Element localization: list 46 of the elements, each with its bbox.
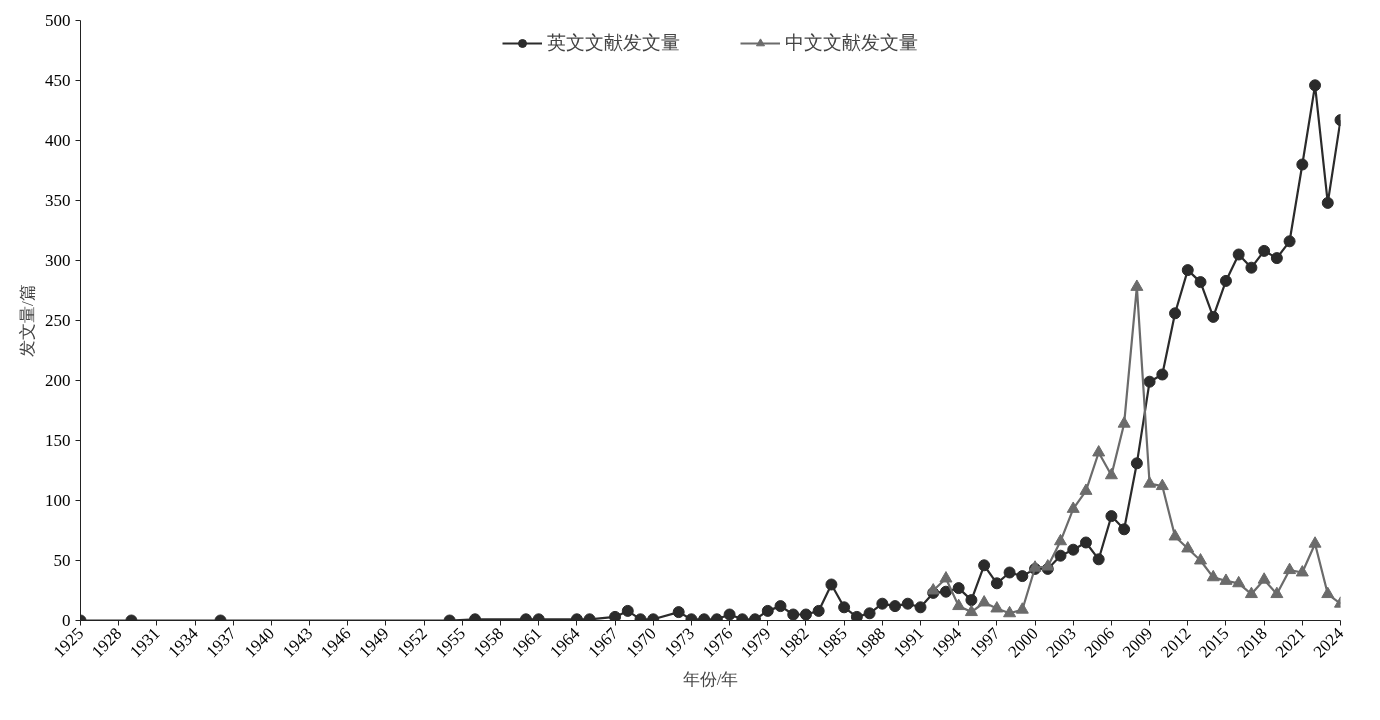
point: [1206, 569, 1220, 582]
point: [1155, 478, 1169, 491]
y-tick-label: 100: [45, 491, 71, 510]
point: [1181, 541, 1195, 553]
point: [1079, 483, 1093, 495]
point: [1041, 559, 1055, 571]
y-tick-label: 450: [45, 71, 71, 90]
point: [990, 601, 1004, 613]
point: [1168, 529, 1182, 541]
point: [1283, 562, 1297, 575]
y-tick-label: 500: [45, 11, 71, 30]
point: [1066, 501, 1080, 513]
point: [1015, 602, 1029, 614]
point: [1308, 536, 1322, 548]
y-tick-label: 200: [45, 371, 71, 390]
point: [1270, 586, 1284, 599]
point: [977, 595, 991, 607]
y-axis-title: 发文量/篇: [18, 284, 37, 357]
point: [1194, 553, 1207, 565]
y-tick-label: 50: [53, 551, 71, 570]
point: [1054, 533, 1067, 546]
point: [1143, 476, 1157, 488]
point: [964, 604, 978, 617]
point: [939, 571, 953, 583]
y-tick-label: 300: [45, 251, 71, 270]
legend-label: 中文文献发文量: [785, 31, 918, 55]
point: [1092, 445, 1106, 457]
point: [1295, 565, 1309, 577]
y-tick-label: 350: [45, 191, 71, 210]
y-tick-label: 0: [62, 611, 71, 630]
point: [1104, 467, 1118, 480]
point: [1130, 279, 1144, 291]
point: [1232, 575, 1246, 588]
point: [1003, 605, 1017, 618]
point: [952, 598, 966, 611]
legend-label: 英文文献发文量: [547, 31, 680, 55]
point: [1257, 572, 1271, 584]
point: [1117, 416, 1131, 428]
y-tick-label: 400: [45, 131, 71, 150]
point: [1244, 586, 1258, 599]
y-tick-label: 250: [45, 311, 71, 330]
y-tick-label: 150: [45, 431, 71, 450]
point: [1321, 586, 1335, 599]
point: [926, 583, 940, 595]
point: [1219, 573, 1233, 585]
x-axis-title: 年份/年: [682, 670, 739, 690]
